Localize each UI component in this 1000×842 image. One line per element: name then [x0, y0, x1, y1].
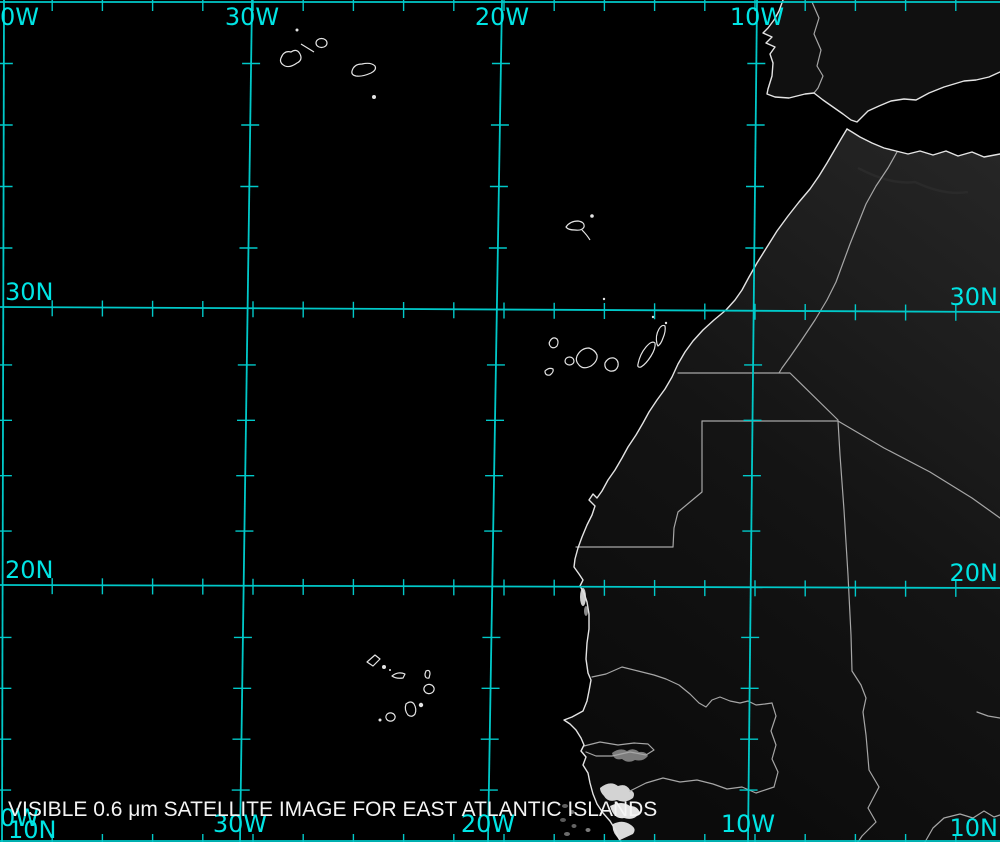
cloud-speck-4: [571, 824, 577, 828]
island-cv-sal: [424, 669, 431, 679]
parallel-20N: [0, 584, 1000, 589]
island-la-gomera-ring: [564, 356, 575, 366]
grid-label-20w: 20W: [460, 810, 516, 838]
island-cv-maio: [418, 702, 424, 708]
meridian-40W: [1, 0, 5, 842]
cloud-speck-3: [560, 818, 566, 822]
border-right-edge: [976, 711, 1000, 719]
border-wsahara-east: [672, 420, 703, 548]
island-cv-santo-antao: [366, 654, 381, 667]
grid-label-10n: 10N: [8, 816, 57, 842]
cloud-speck-6: [585, 828, 591, 832]
island-cv-fogo-ring: [385, 712, 396, 722]
island-cv-brava: [378, 718, 382, 722]
island-porto-santo: [590, 214, 594, 218]
island-selvagens-2: [651, 315, 655, 319]
island-la-graciosa: [664, 321, 668, 325]
island-gran-canaria: [604, 357, 619, 372]
island-azores-graciosa-ring: [315, 37, 328, 49]
meridian-10W: [747, 0, 758, 842]
parallel-30N: [0, 306, 1000, 313]
grid-label-30n: 30N: [5, 278, 54, 306]
grid-label-10w: 10W: [729, 3, 785, 31]
grid-label-30w: 30W: [224, 3, 280, 31]
land-iberia: [763, 0, 1000, 122]
island-azores-central-cluster: [279, 49, 302, 68]
cloud-speck-2: [569, 810, 575, 814]
grid-label-10n: 10N: [949, 814, 999, 842]
island-cv-sao-nicolau: [391, 672, 406, 679]
caption-title: VISIBLE 0.6 μm SATELLITE IMAGE FOR EAST …: [8, 798, 658, 821]
grid-label-20w: 20W: [474, 3, 530, 31]
island-azores-sao-jorge: [300, 43, 315, 53]
grid-label-0w: 0W: [0, 804, 39, 832]
cloud-bissau-2: [610, 803, 640, 819]
grid-label-20n: 20N: [949, 559, 999, 587]
border-gambia: [583, 741, 655, 757]
island-azores-santa-maria: [372, 95, 376, 99]
border-mauritania-mali-diagonal: [837, 420, 1000, 519]
cloud-nouadhibou-glint-2: [584, 606, 588, 616]
grid-label-0w: 0W: [0, 3, 39, 31]
land-africa: [564, 129, 1000, 842]
island-azores-sao-miguel: [351, 62, 377, 77]
coast-africa-atlantic: [563, 128, 848, 842]
coast-iberia: [762, 0, 1000, 123]
cloud-speck-1: [562, 804, 568, 808]
relief-atlas: [857, 166, 969, 195]
island-cv-dot: [389, 669, 391, 671]
coast-africa-mediterranean: [846, 128, 1000, 158]
border-senegal-east: [770, 702, 779, 788]
border-mauritania-mali-west: [837, 420, 880, 842]
island-azores-north-dot: [295, 28, 299, 32]
grid-label-30n: 30N: [949, 283, 999, 311]
cloud-speck-5: [564, 832, 570, 836]
border-wsahara-north: [677, 372, 839, 421]
island-madeira: [565, 220, 585, 231]
island-lanzarote: [655, 324, 666, 347]
cloud-senegal-gray: [612, 749, 648, 762]
grid-label-10w: 10W: [720, 810, 776, 838]
island-selvagens-1: [602, 297, 606, 301]
island-madeira-tail: [581, 229, 591, 241]
island-tenerife: [575, 347, 598, 369]
grid-label-30w: 30W: [212, 810, 268, 838]
border-morocco-algeria: [778, 151, 898, 374]
island-fuerteventura: [637, 341, 656, 368]
island-cv-santiago: [404, 701, 417, 717]
border-portugal-spain: [811, 1, 824, 94]
image-caption: VISIBLE 0.6 μm SATELLITE IMAGE FOR EAST …: [8, 755, 657, 842]
island-cv-boa-vista-ring: [423, 683, 435, 695]
island-el-hierro: [544, 367, 554, 376]
grid-label-20n: 20N: [5, 556, 54, 584]
island-la-palma: [548, 337, 559, 349]
border-bottom-right: [924, 810, 1000, 842]
meridian-30W: [239, 0, 253, 842]
cloud-bissau-1: [600, 783, 634, 802]
island-cv-sao-vicente: [382, 665, 386, 669]
meridian-20W: [487, 0, 503, 842]
